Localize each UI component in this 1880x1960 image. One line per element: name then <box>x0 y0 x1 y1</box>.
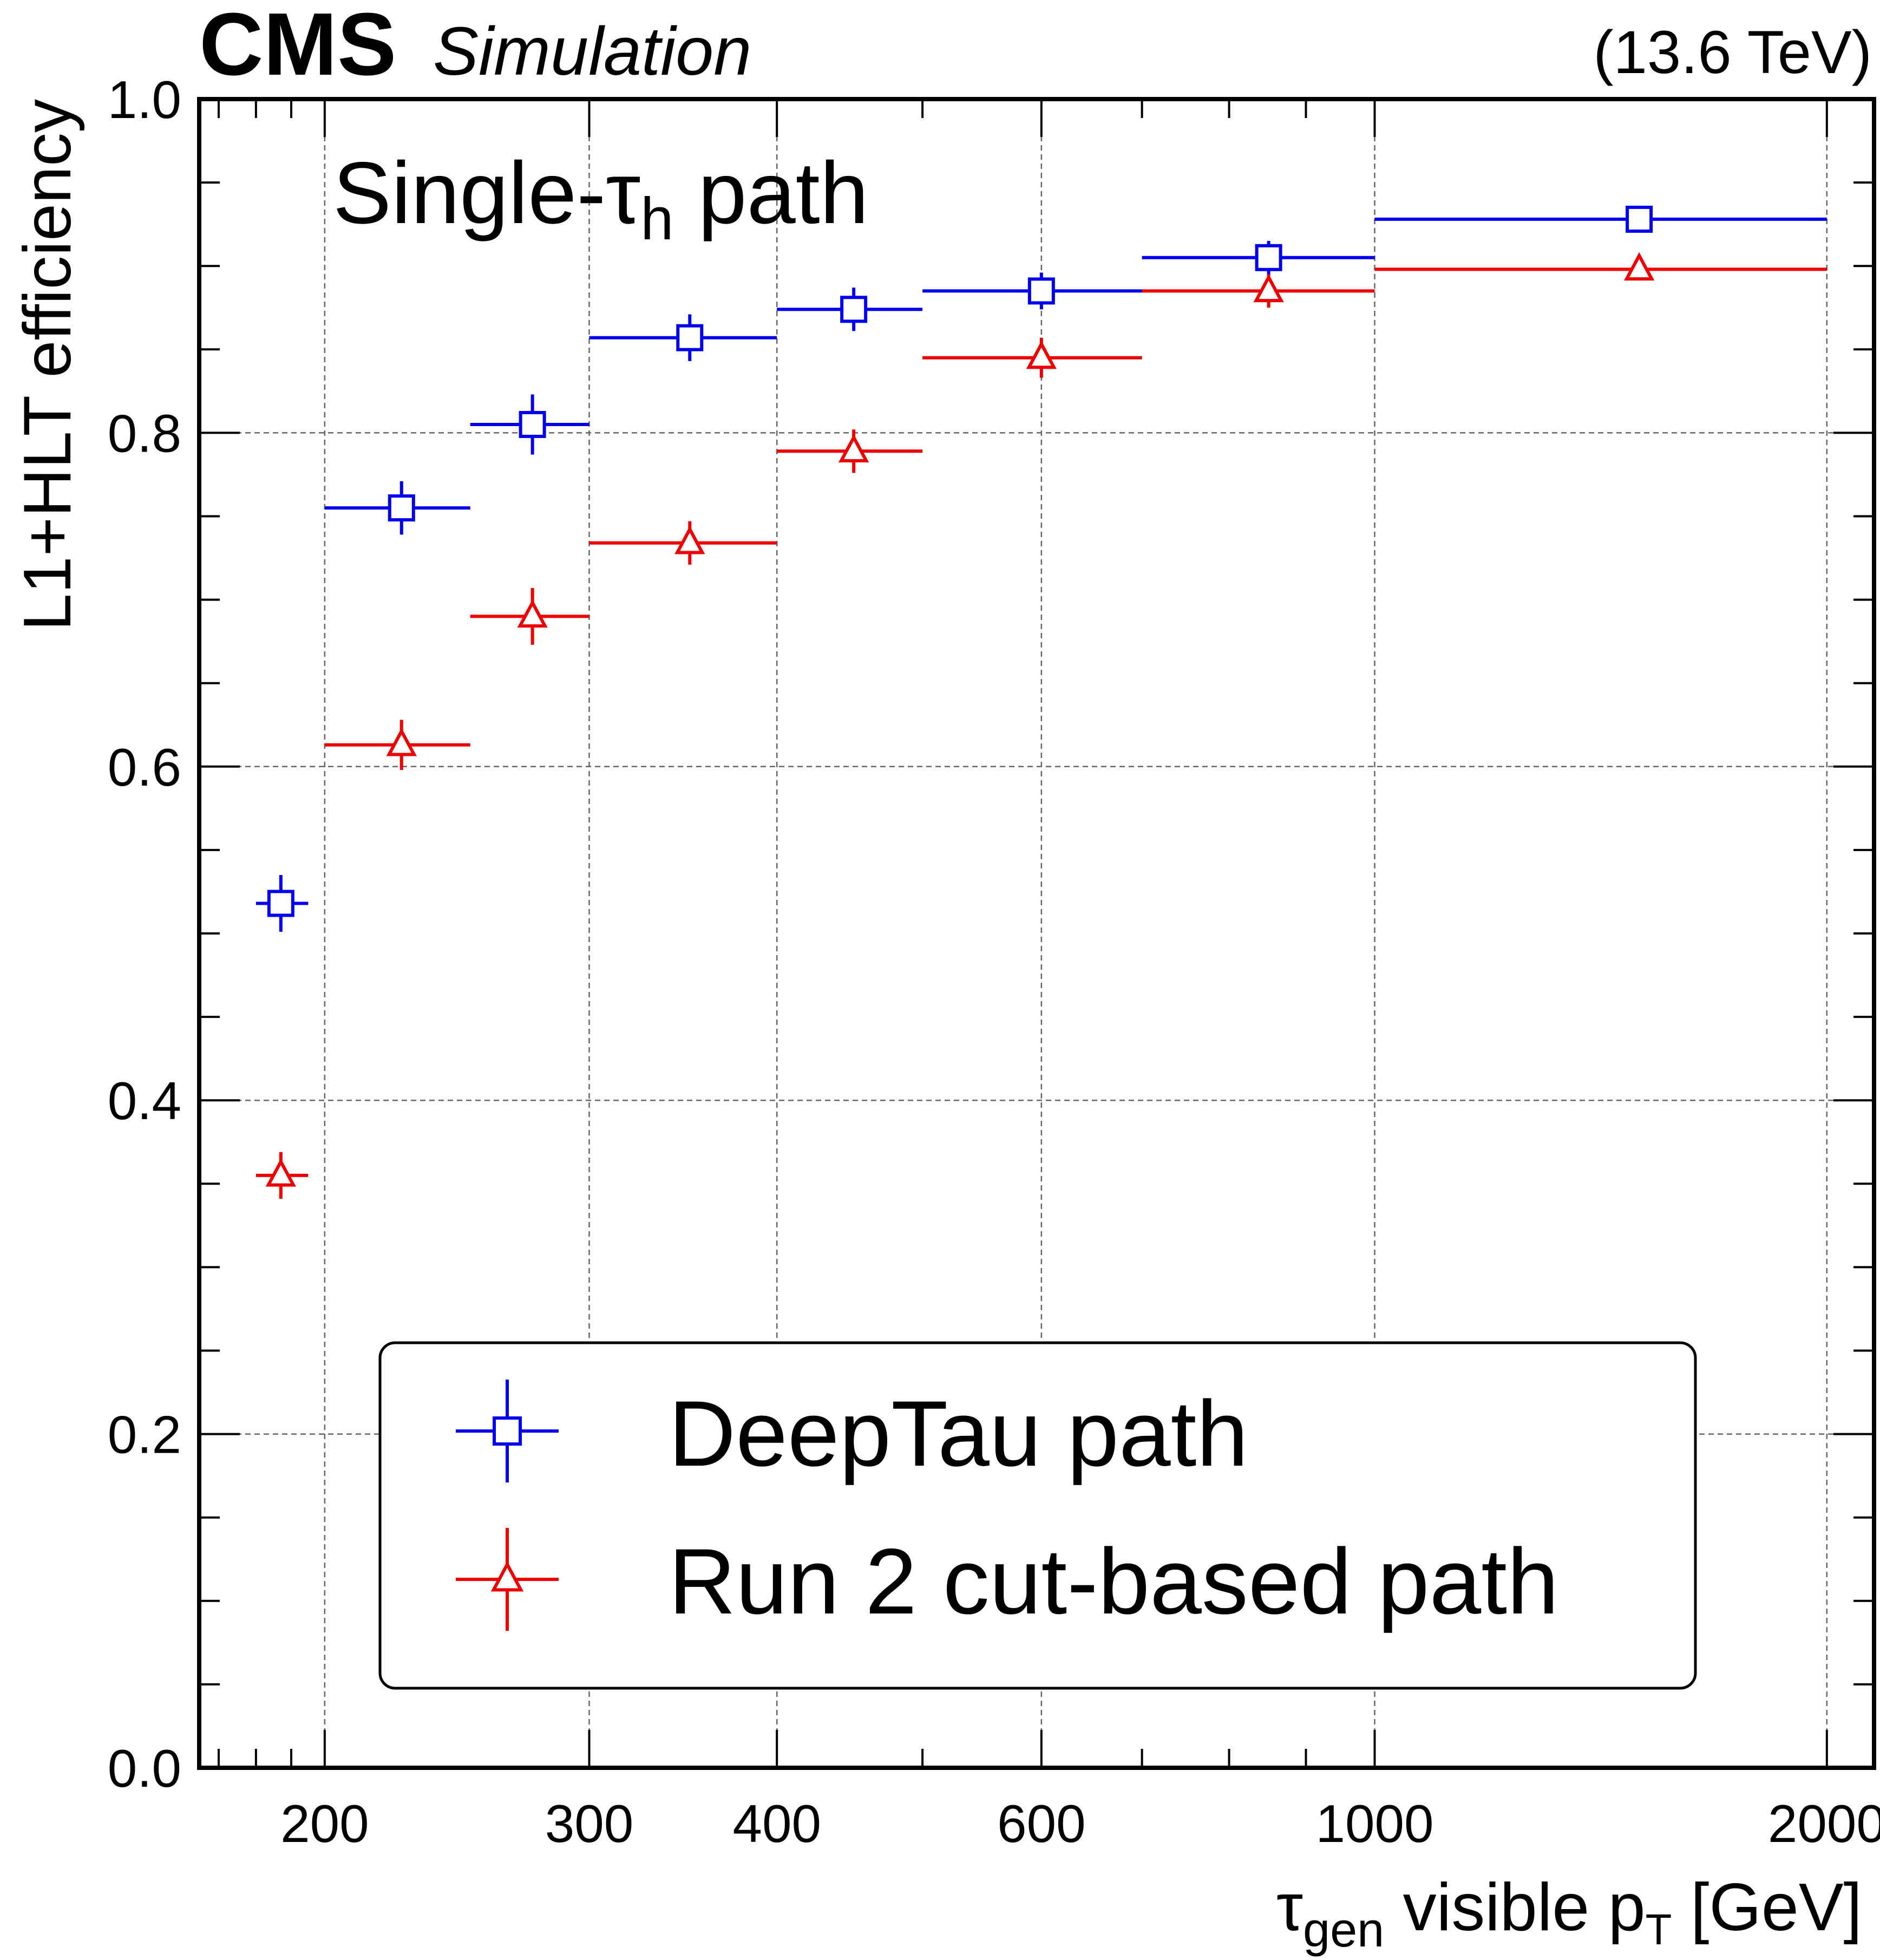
series-run2 <box>256 252 1827 1199</box>
x-tick-label: 200 <box>280 1794 369 1853</box>
legend-marker-square <box>493 1416 522 1446</box>
data-point <box>386 728 417 756</box>
y-tick-label: 0.0 <box>108 1739 181 1798</box>
legend-label-run2: Run 2 cut-based path <box>669 1530 1559 1634</box>
annotation-sub: h <box>640 186 673 252</box>
y-tick-label: 1.0 <box>108 70 181 129</box>
legend-markers <box>456 1380 559 1631</box>
plot-frame <box>197 97 1876 1770</box>
x-tick-label: 300 <box>545 1794 634 1853</box>
legend: DeepTau path Run 2 cut-based path <box>378 1341 1697 1690</box>
data-point <box>517 599 548 628</box>
y-tick-label: 0.6 <box>108 737 181 797</box>
simulation-label: Simulation <box>433 13 751 89</box>
legend-label-deeptau: DeepTau path <box>669 1382 1248 1486</box>
cms-label: CMS <box>199 0 396 94</box>
x-axis-title: τgen visible pT [GeV] <box>1276 1870 1862 1957</box>
data-point <box>267 890 294 917</box>
x-tick-label: 400 <box>732 1794 821 1853</box>
y-tick-label: 0.8 <box>108 403 181 463</box>
y-tick-label: 0.2 <box>108 1405 181 1465</box>
data-point <box>1253 273 1284 303</box>
energy-label: (13.6 TeV) <box>1593 18 1872 86</box>
x-tick-label: 1000 <box>1315 1794 1433 1853</box>
data-point <box>1626 205 1653 233</box>
x-tick-label: 600 <box>997 1794 1086 1853</box>
data-point <box>839 434 869 463</box>
data-point <box>840 296 868 323</box>
y-axis-title: L1+HLT efficiency <box>10 99 85 631</box>
y-tick-label: 0.4 <box>108 1071 181 1131</box>
legend-box <box>378 1341 1697 1690</box>
data-point <box>519 410 546 438</box>
data-point <box>1255 244 1282 271</box>
data-point <box>265 1158 296 1187</box>
data-point <box>388 494 415 522</box>
data-point <box>674 526 705 554</box>
x-tick-label: 2000 <box>1768 1794 1880 1853</box>
data-point <box>1027 277 1055 305</box>
annotation-tail: path <box>673 144 868 242</box>
axis-ticks: 200 300 400 600 1000 2000 0.0 0.2 0.4 0.6 0.8 1.0 <box>108 70 1880 1853</box>
data-point <box>1624 252 1655 281</box>
data-series <box>256 205 1827 1199</box>
data-point <box>676 324 704 351</box>
plot-annotation: Single-τh path <box>333 144 869 252</box>
annotation-main: Single-τ <box>333 144 640 242</box>
data-point <box>1026 341 1057 369</box>
legend-marker-triangle <box>490 1561 524 1592</box>
series-deeptau <box>256 205 1827 932</box>
